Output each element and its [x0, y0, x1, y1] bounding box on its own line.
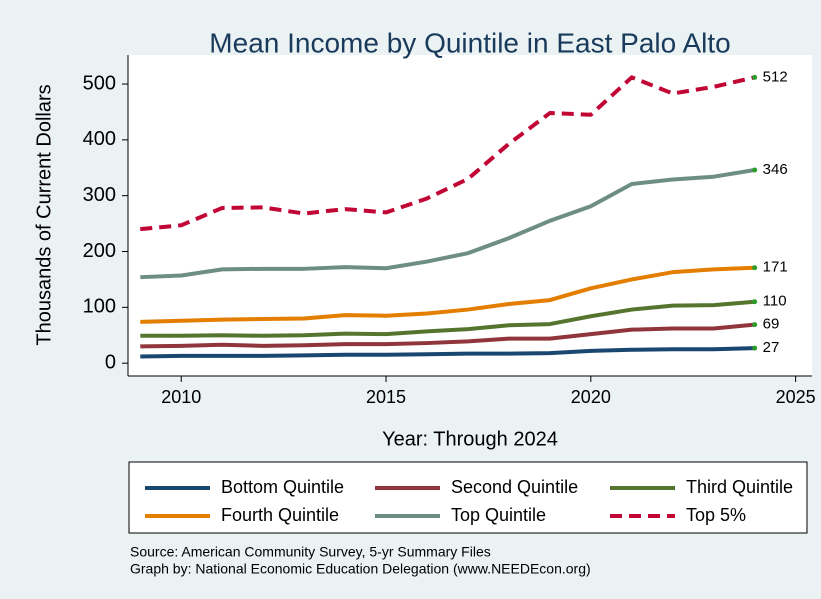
end-dot — [752, 74, 758, 80]
end-dot — [752, 265, 758, 271]
chart-title: Mean Income by Quintile in East Palo Alt… — [209, 27, 730, 58]
series-line — [140, 346, 755, 359]
end-dot — [752, 322, 758, 328]
end-label: 512 — [763, 68, 788, 85]
series-line — [140, 75, 756, 232]
series-line — [140, 322, 755, 349]
end-label: 110 — [763, 293, 787, 310]
x-tick-label: 2010 — [161, 387, 201, 407]
end-label: 69 — [763, 316, 780, 333]
legend-label: Second Quintile — [451, 477, 578, 497]
series-line — [140, 299, 755, 338]
series-line — [140, 265, 755, 324]
y-tick-label: 500 — [83, 72, 116, 94]
y-tick-label: 200 — [83, 240, 116, 262]
x-tick-label: 2015 — [366, 387, 406, 407]
end-dot — [752, 167, 758, 173]
legend-label: Bottom Quintile — [221, 477, 344, 497]
legend-label: Third Quintile — [686, 477, 793, 497]
x-tick-label: 2025 — [776, 387, 816, 407]
y-tick-label: 0 — [105, 351, 116, 373]
legend-box — [128, 461, 808, 534]
legend-label: Top 5% — [686, 505, 746, 525]
source-line: Source: American Community Survey, 5-yr … — [130, 544, 491, 560]
plot-area — [128, 55, 812, 376]
end-dot — [752, 299, 758, 305]
end-dot — [752, 345, 758, 351]
y-tick-label: 300 — [83, 184, 116, 206]
x-axis-label: Year: Through 2024 — [382, 428, 558, 450]
source-line: Graph by: National Economic Education De… — [130, 561, 591, 577]
end-label: 171 — [763, 259, 788, 276]
series-line — [140, 168, 755, 280]
legend-label: Top Quintile — [451, 505, 546, 525]
y-tick-label: 100 — [83, 296, 116, 318]
y-tick-label: 400 — [83, 128, 116, 150]
end-label: 346 — [763, 161, 788, 178]
y-axis-label: Thousands of Current Dollars — [33, 84, 55, 345]
end-label: 27 — [763, 339, 780, 356]
x-tick-label: 2020 — [571, 387, 611, 407]
legend-label: Fourth Quintile — [221, 505, 339, 525]
